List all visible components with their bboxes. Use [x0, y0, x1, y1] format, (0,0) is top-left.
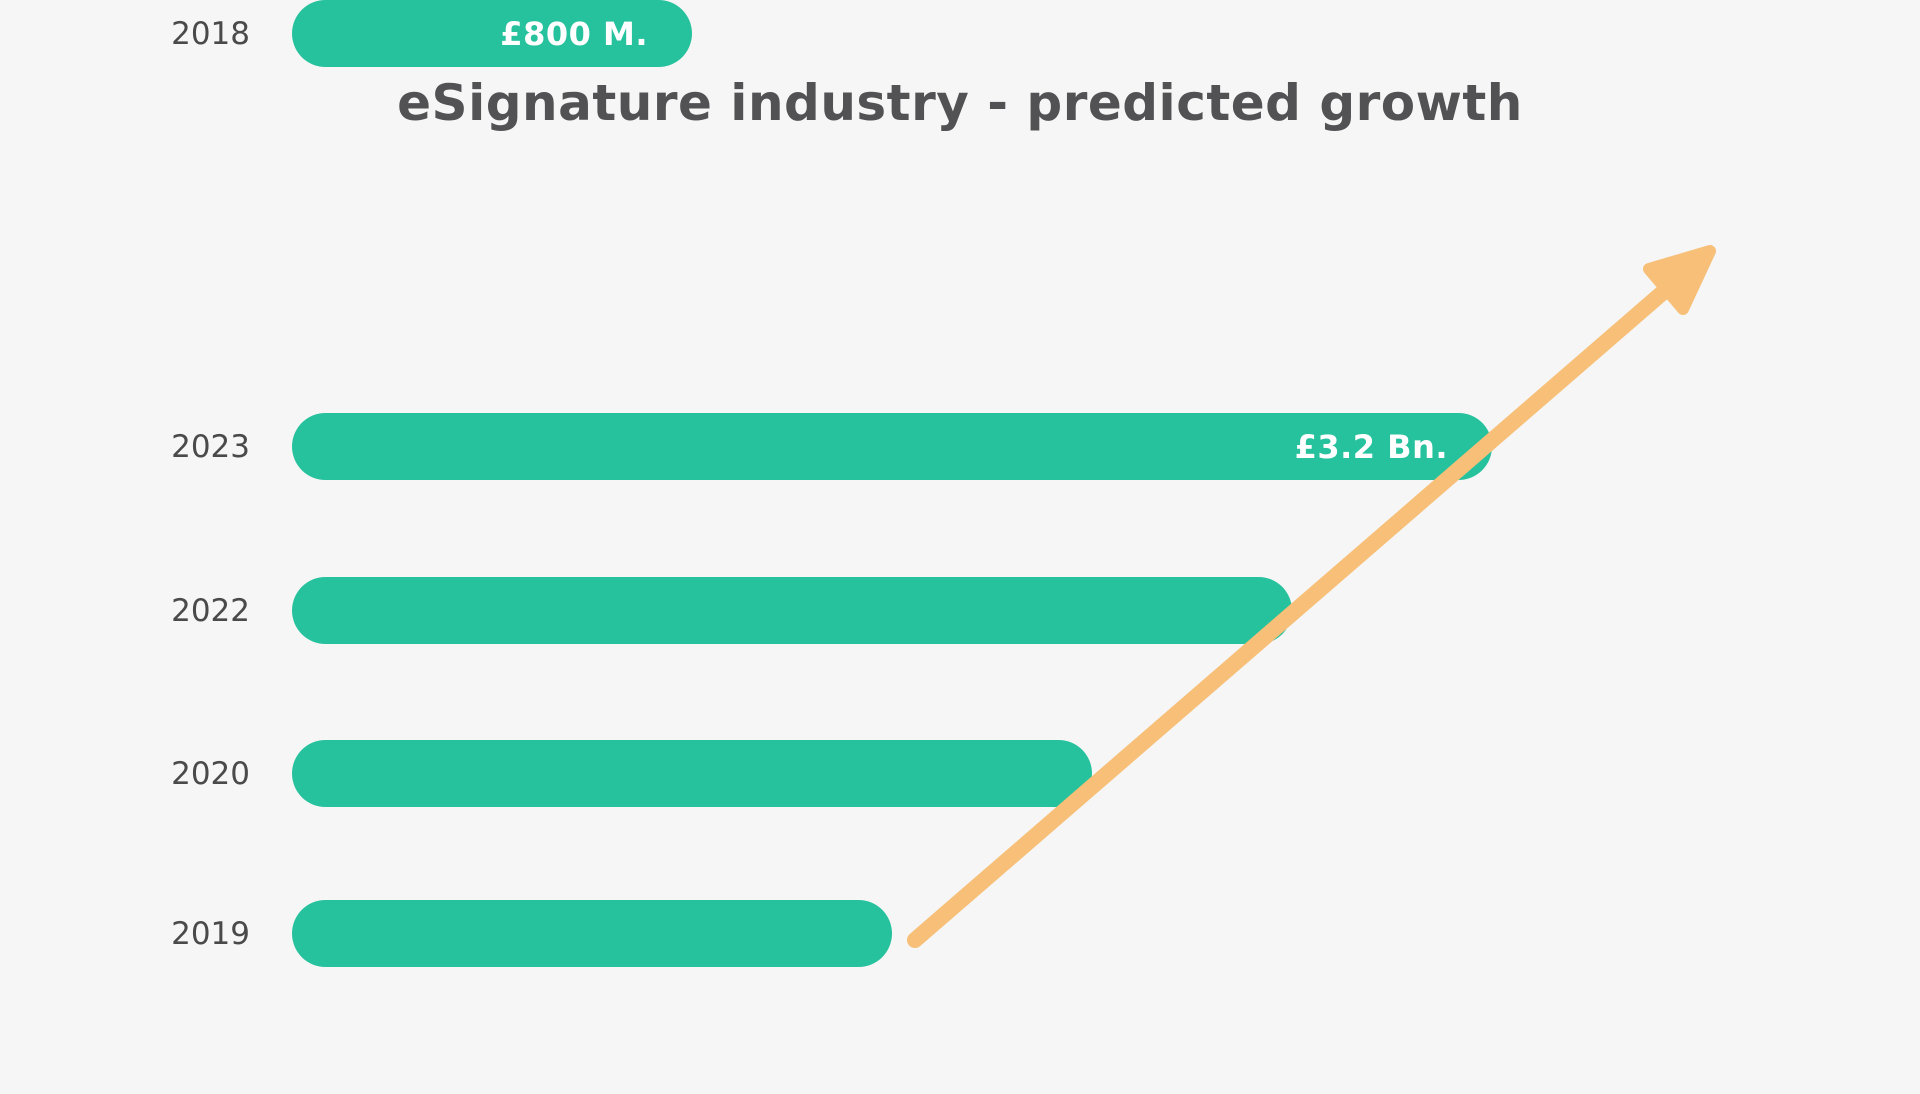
value-bar-2018: £800 M.	[292, 0, 692, 67]
bar-row-2020: 2020	[0, 740, 1092, 807]
bar-row-2018: 2018 £800 M.	[0, 0, 692, 67]
bar-row-2023: 2023 £3.2 Bn.	[0, 413, 1492, 480]
year-label: 2018	[171, 15, 250, 52]
year-label: 2020	[171, 755, 250, 792]
bar-value-label: £3.2 Bn.	[1294, 427, 1448, 466]
bar-value-label: £800 M.	[500, 14, 648, 53]
year-label: 2022	[171, 592, 250, 629]
chart-title: eSignature industry - predicted growth	[397, 74, 1523, 132]
value-bar-2023: £3.2 Bn.	[292, 413, 1492, 480]
value-bar-2020	[292, 740, 1092, 807]
value-bar-2019	[292, 900, 892, 967]
value-bar-2022	[292, 577, 1292, 644]
bar-row-2022: 2022	[0, 577, 1292, 644]
year-label: 2019	[171, 915, 250, 952]
year-label: 2023	[171, 428, 250, 465]
bar-row-2019: 2019	[0, 900, 892, 967]
